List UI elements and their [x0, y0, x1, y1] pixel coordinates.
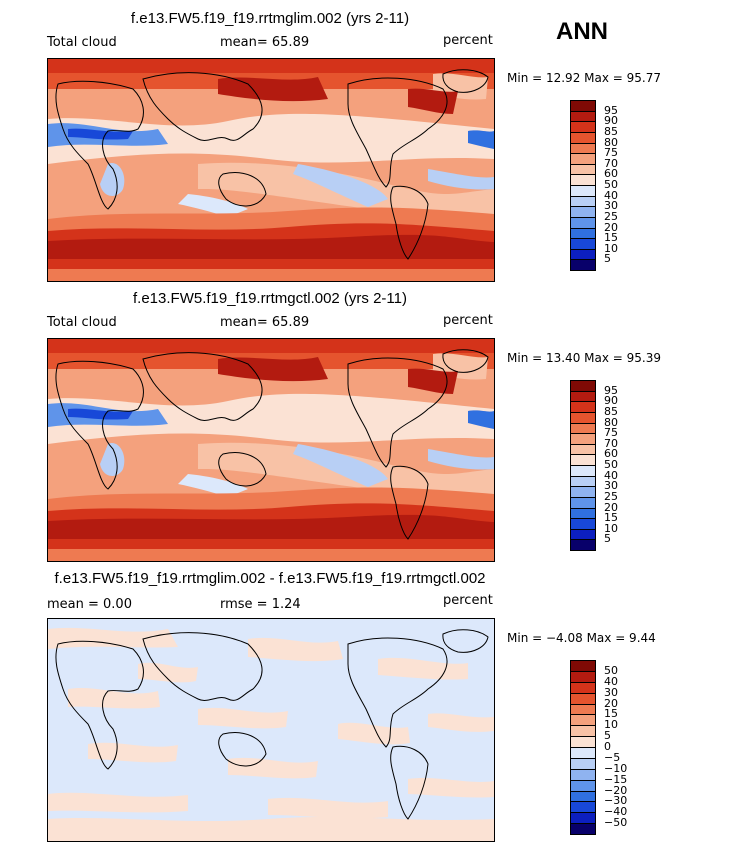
panel-2-units-label: percent — [443, 313, 493, 328]
panel-1-map — [47, 58, 495, 282]
panel-2-mean-label: mean= 65.89 — [220, 315, 310, 330]
panel-1-title: f.e13.FW5.f19_f19.rrtmglim.002 (yrs 2-11… — [130, 10, 410, 27]
panel-2-map — [47, 338, 495, 562]
colorbar-tick-label: 5 — [604, 729, 611, 743]
panel-1-variable-label: Total cloud — [47, 35, 117, 50]
colorbar-tick-label: 0 — [604, 740, 611, 753]
colorbar-tick-label: −5 — [604, 750, 621, 764]
colorbar-tick-label: 95 — [604, 103, 618, 117]
panel-1-min-max: Min = 12.92 Max = 95.77 — [507, 71, 661, 85]
colorbar-tick-label: 15 — [604, 707, 618, 721]
colorbar-tick-label: 5 — [604, 252, 611, 266]
colorbar-tick-label: 70 — [604, 156, 618, 170]
panel-3-units-label: percent — [443, 593, 493, 608]
colorbar-tick-label: −30 — [604, 794, 628, 808]
colorbar-tick-label: 40 — [604, 674, 618, 688]
colorbar-tick-label: 40 — [604, 468, 618, 482]
colorbar-tick-label: 90 — [604, 394, 618, 408]
colorbar-tick-label: 30 — [604, 685, 618, 699]
panel-1-mean-label: mean= 65.89 — [220, 35, 310, 50]
colorbar-cell — [570, 259, 596, 271]
colorbar-tick-label: 50 — [604, 663, 618, 677]
panel-3-mean-label: mean = 0.00 — [47, 597, 132, 612]
colorbar-tick-label: 10 — [604, 521, 618, 535]
panel-2-title: f.e13.FW5.f19_f19.rrtmgctl.002 (yrs 2-11… — [133, 290, 407, 307]
colorbar-tick-label: 25 — [604, 489, 618, 503]
colorbar-tick-label: 90 — [604, 114, 618, 128]
colorbar-tick-label: 85 — [604, 124, 618, 138]
colorbar-tick-label: 15 — [604, 511, 618, 525]
panel-1-units-label: percent — [443, 33, 493, 48]
colorbar-tick-label: 20 — [604, 220, 618, 234]
colorbar-tick-label: −50 — [604, 816, 628, 830]
panel-2-variable-label: Total cloud — [47, 315, 117, 330]
colorbar-tick-label: 30 — [604, 479, 618, 493]
panel-3-contour-field — [48, 619, 494, 841]
panel-3-rmse-label: rmse = 1.24 — [220, 597, 301, 612]
colorbar-tick-label: 30 — [604, 199, 618, 213]
panel-2-colorbar — [570, 380, 596, 551]
panel-2-contour-field — [48, 339, 494, 561]
colorbar-tick-label: 40 — [604, 188, 618, 202]
season-label: ANN — [556, 18, 608, 45]
colorbar-tick-label: 20 — [604, 696, 618, 710]
colorbar-tick-label: 75 — [604, 426, 618, 440]
colorbar-tick-label: 10 — [604, 718, 618, 732]
colorbar-cell — [570, 539, 596, 551]
panel-2-min-max: Min = 13.40 Max = 95.39 — [507, 351, 661, 365]
colorbar-tick-label: 50 — [604, 178, 618, 191]
panel-1-contour-field — [48, 59, 494, 281]
colorbar-tick-label: 20 — [604, 500, 618, 514]
colorbar-tick-label: 80 — [604, 135, 618, 149]
colorbar-tick-label: 80 — [604, 415, 618, 429]
colorbar-tick-label: 10 — [604, 241, 618, 255]
colorbar-tick-label: 25 — [604, 209, 618, 223]
colorbar-tick-label: 95 — [604, 383, 618, 397]
panel-3-title: f.e13.FW5.f19_f19.rrtmglim.002 - f.e13.F… — [54, 570, 486, 587]
colorbar-tick-label: 5 — [604, 532, 611, 546]
colorbar-tick-label: 15 — [604, 231, 618, 245]
colorbar-tick-label: 60 — [604, 447, 618, 461]
colorbar-cell — [570, 823, 596, 835]
colorbar-tick-label: −40 — [604, 805, 628, 819]
colorbar-tick-label: 70 — [604, 436, 618, 450]
colorbar-tick-label: 85 — [604, 404, 618, 418]
colorbar-tick-label: 50 — [604, 458, 618, 471]
colorbar-tick-label: 60 — [604, 167, 618, 181]
panel-3-colorbar — [570, 660, 596, 835]
panel-1-colorbar — [570, 100, 596, 271]
colorbar-tick-label: −20 — [604, 783, 628, 797]
colorbar-tick-label: 75 — [604, 146, 618, 160]
colorbar-tick-label: −15 — [604, 772, 628, 786]
panel-3-map — [47, 618, 495, 842]
panel-3-min-max: Min = −4.08 Max = 9.44 — [507, 631, 656, 645]
colorbar-tick-label: −10 — [604, 761, 628, 775]
